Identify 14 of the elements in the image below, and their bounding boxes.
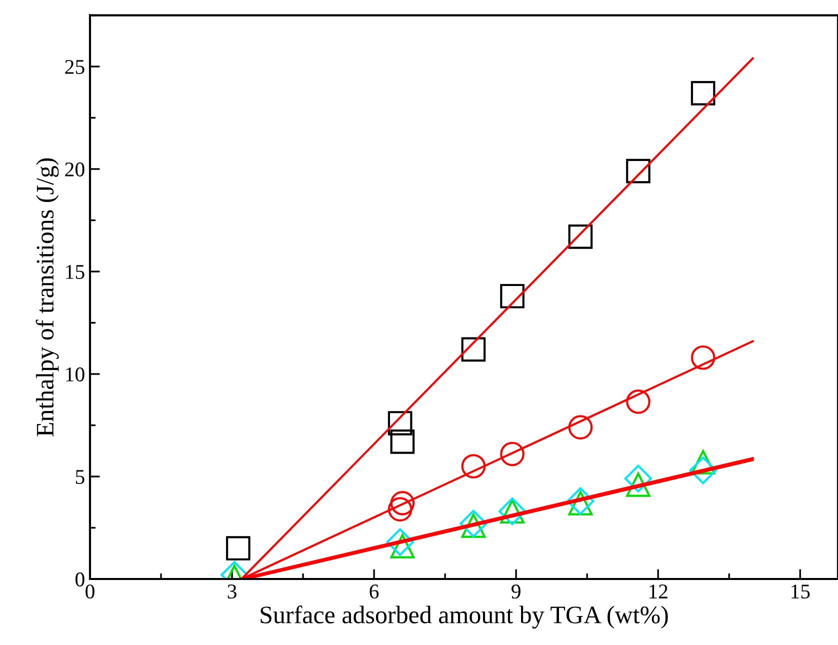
y-tick-label: 25 <box>65 60 84 74</box>
x-tick-label: 15 <box>792 584 810 599</box>
x-tick-label: 6 <box>370 584 379 599</box>
y-tick-label: 5 <box>76 470 84 484</box>
y-tick-label: 15 <box>66 265 84 279</box>
y-tick-label: 0 <box>76 572 84 586</box>
x-tick-label: 12 <box>650 584 668 598</box>
y-axis-title: Enthalpy of transitions (J/g) <box>36 158 59 436</box>
x-tick-label: 0 <box>86 584 94 599</box>
y-tick-label: 20 <box>65 162 84 176</box>
x-tick-label: 9 <box>512 584 520 599</box>
y-tick-label: 10 <box>66 367 84 382</box>
x-axis-title: Surface adsorbed amount by TGA (wt%) <box>260 606 668 629</box>
x-tick-label: 3 <box>228 584 236 599</box>
